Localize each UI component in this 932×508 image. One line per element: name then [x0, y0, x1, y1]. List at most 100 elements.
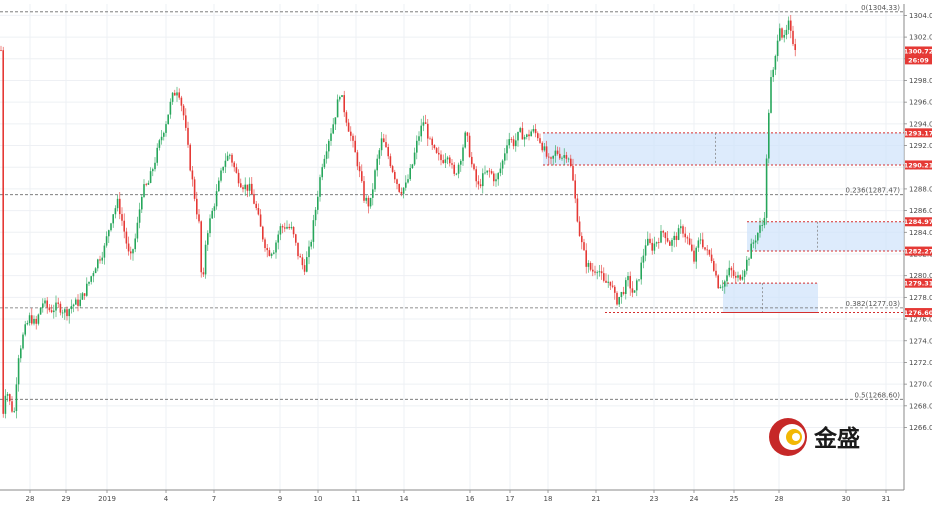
- candle: [565, 151, 568, 163]
- candle: [444, 153, 447, 169]
- candle-body: [211, 210, 213, 219]
- candle-body: [301, 257, 304, 266]
- candle: [114, 205, 117, 219]
- candle-body: [4, 395, 7, 414]
- candle-body: [468, 135, 471, 157]
- candle: [790, 14, 792, 39]
- candle: [158, 138, 161, 151]
- candle: [532, 125, 535, 134]
- candle-body: [380, 138, 383, 151]
- x-tick-label: 10: [314, 495, 323, 503]
- price-tag-bg: [905, 217, 932, 227]
- x-tick-label: 25: [730, 495, 739, 503]
- candle-body: [383, 138, 385, 143]
- candle-body: [512, 139, 515, 147]
- candle-body: [178, 92, 180, 98]
- candle-body: [341, 95, 343, 97]
- candle-body: [688, 238, 691, 245]
- candle: [149, 167, 152, 184]
- candle: [90, 275, 92, 285]
- candle-body: [677, 228, 680, 240]
- candle: [361, 164, 363, 183]
- candle: [174, 89, 176, 96]
- candle-body: [275, 242, 277, 253]
- candle: [306, 251, 308, 273]
- candle: [644, 239, 647, 262]
- x-tick-label: 21: [592, 495, 601, 503]
- candle: [622, 286, 625, 296]
- candle: [479, 178, 482, 189]
- candle-body: [9, 394, 11, 402]
- candle: [37, 313, 40, 326]
- candle-body: [521, 128, 524, 140]
- price-tag: 1282.27: [904, 246, 932, 256]
- candle: [677, 224, 680, 241]
- candle-body: [600, 271, 603, 274]
- candle: [541, 141, 543, 153]
- candle: [684, 226, 686, 243]
- x-tick-label: 28: [26, 495, 35, 503]
- candle: [231, 152, 233, 167]
- candle-body: [374, 170, 376, 190]
- fib-label: 0(1304.33): [861, 4, 900, 12]
- candle-body: [790, 20, 792, 31]
- candle-body: [638, 279, 640, 281]
- candle: [640, 256, 642, 285]
- candle-body: [213, 206, 216, 211]
- candle-body: [50, 310, 53, 313]
- candle-body: [116, 198, 119, 209]
- candle: [59, 301, 62, 316]
- candle: [112, 214, 114, 228]
- candle: [154, 157, 156, 172]
- candle: [240, 178, 242, 189]
- y-tick-label: 1270.00: [909, 381, 932, 389]
- candle: [420, 118, 422, 142]
- candle-body: [523, 136, 526, 140]
- candle-body: [130, 251, 132, 254]
- price-zone: [543, 132, 904, 165]
- candle: [286, 220, 288, 230]
- candle: [383, 133, 385, 143]
- candle: [354, 135, 356, 153]
- candle: [325, 143, 328, 164]
- candle-body: [748, 258, 750, 260]
- candle: [466, 131, 469, 143]
- candle: [728, 260, 730, 278]
- candle: [440, 150, 442, 166]
- candle: [449, 155, 451, 167]
- candle-body: [594, 271, 596, 273]
- candle: [754, 235, 757, 250]
- candle: [88, 281, 90, 286]
- candle-body: [587, 262, 590, 267]
- candle-body: [418, 136, 420, 141]
- candle-body: [358, 166, 361, 172]
- candle-body: [405, 182, 407, 188]
- candle: [163, 131, 165, 141]
- candle: [596, 270, 598, 280]
- candle-body: [361, 171, 363, 182]
- candle: [39, 307, 42, 315]
- candle-body: [259, 214, 262, 227]
- candle-body: [17, 358, 20, 385]
- candle: [688, 232, 691, 246]
- candle-body: [119, 198, 121, 215]
- candle: [543, 143, 546, 152]
- candle: [774, 54, 777, 76]
- candle-body: [649, 238, 651, 243]
- candle: [253, 189, 255, 205]
- candle-body: [112, 214, 114, 224]
- candle-body: [636, 280, 638, 291]
- candle-body: [182, 105, 185, 116]
- candle: [26, 320, 29, 326]
- price-tag-label: 1276.60: [904, 309, 932, 317]
- price-tag-label: 1284.97: [904, 218, 932, 226]
- candle-body: [376, 158, 378, 171]
- candle-body: [603, 273, 605, 281]
- candle: [81, 291, 84, 300]
- candle-body: [103, 245, 106, 258]
- price-tag-bg: [905, 55, 932, 65]
- candle: [297, 242, 299, 260]
- candle-body: [671, 239, 673, 246]
- candle: [647, 231, 649, 247]
- logo-coin-hole-icon: [792, 433, 800, 441]
